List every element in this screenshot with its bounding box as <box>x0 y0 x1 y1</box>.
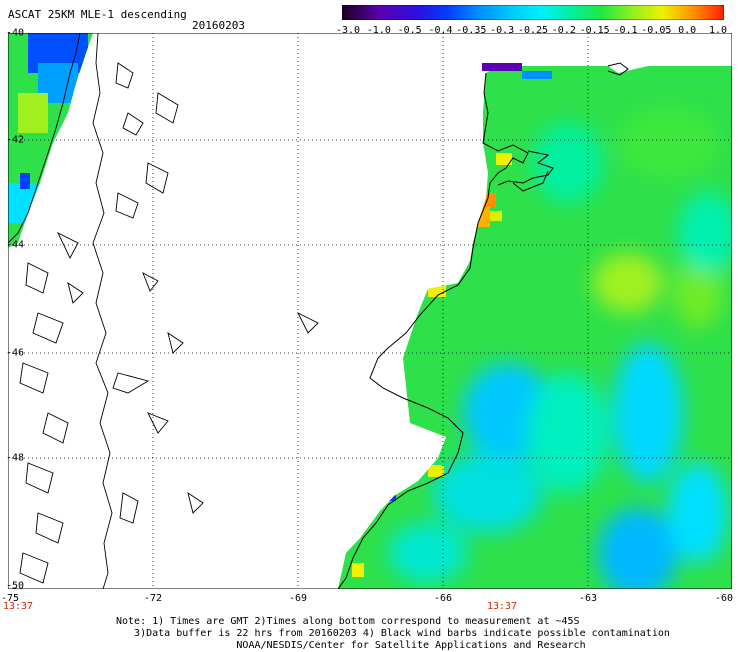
colorbar-label: -0.2 <box>551 25 576 36</box>
x-tick-label: -69 <box>288 593 308 604</box>
y-tick-label: -46 <box>6 347 25 359</box>
colorbar-label: -0.1 <box>613 25 638 36</box>
note-line-2: 3)Data buffer is 22 hrs from 20160203 4)… <box>116 628 670 639</box>
wind-cell-strong <box>482 63 522 71</box>
x-tick-label: -63 <box>578 593 598 604</box>
map-title: ASCAT 25KM MLE-1 descending <box>8 8 187 21</box>
x-tick-label: -75 <box>0 593 20 604</box>
note-line-3: NOAA/NESDIS/Center for Satellite Applica… <box>116 640 586 651</box>
time-label-left: 13:37 <box>2 601 34 612</box>
map-date: 20160203 <box>192 19 245 32</box>
colorbar-label: -1.0 <box>366 25 391 36</box>
y-tick-label: -42 <box>6 134 25 146</box>
coastline-inlet <box>497 150 554 192</box>
x-tick-label: -72 <box>143 593 163 604</box>
colorbar-label: 1.0 <box>708 25 728 36</box>
x-tick-label: -66 <box>433 593 453 604</box>
coastline-north <box>607 62 629 76</box>
colorbar-label: -0.25 <box>517 25 549 36</box>
colorbar <box>342 5 724 20</box>
colorbar-label: -3.0 <box>335 25 361 36</box>
note-line-1: Note: 1) Times are GMT 2)Times along bot… <box>116 616 580 627</box>
time-label-right: 13:37 <box>486 601 518 612</box>
colorbar-label: 0.0 <box>678 25 697 36</box>
coastline-east <box>337 72 529 589</box>
colorbar-label: -0.35 <box>456 25 487 36</box>
y-tick-label: -48 <box>6 452 25 464</box>
colorbar-label: -0.5 <box>397 25 422 36</box>
wind-cell-blue <box>522 71 552 79</box>
wind-field-east <box>338 66 732 589</box>
colorbar-label: -0.15 <box>579 25 610 36</box>
y-tick-label: -44 <box>6 239 25 251</box>
gridlines <box>8 33 732 589</box>
y-tick-label: -40 <box>6 27 25 39</box>
footnotes: Note: 1) Times are GMT 2)Times along bot… <box>116 616 670 652</box>
colorbar-label: -0.05 <box>641 25 672 36</box>
coastline-west <box>8 33 319 589</box>
colorbar-label: -0.4 <box>428 25 453 36</box>
wind-map <box>8 33 732 589</box>
x-tick-label: -60 <box>714 593 734 604</box>
colorbar-label: -0.3 <box>490 25 515 36</box>
y-tick-label: -50 <box>6 580 25 592</box>
